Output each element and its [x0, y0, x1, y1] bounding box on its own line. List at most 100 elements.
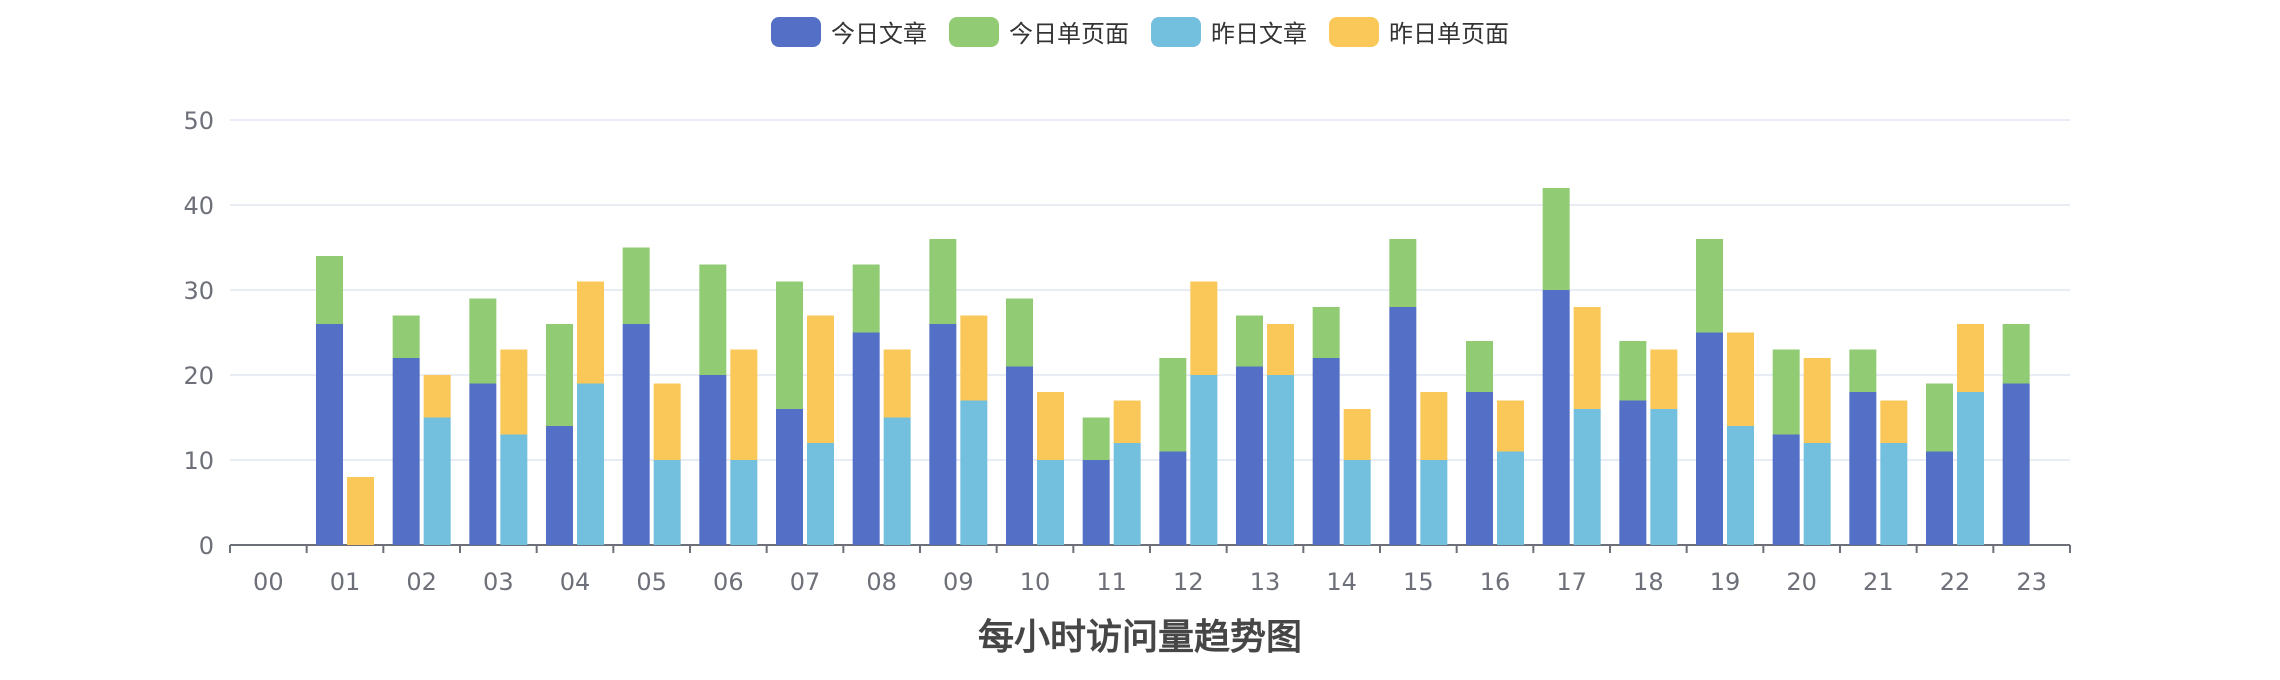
- bar-segment: [392, 358, 420, 545]
- bar-segment: [2002, 383, 2030, 545]
- legend-swatch: [949, 16, 999, 47]
- y-tick-label: 50: [183, 107, 214, 135]
- x-tick-label: 22: [1940, 568, 1971, 596]
- bar-segment: [883, 417, 911, 545]
- x-tick-label: 06: [713, 568, 744, 596]
- bar-segment: [1420, 392, 1448, 460]
- bar-segment: [929, 239, 957, 324]
- bar-segment: [1926, 383, 1953, 452]
- bar-segment: [500, 434, 528, 545]
- bar-segment: [1312, 307, 1340, 358]
- x-tick-label: 05: [636, 568, 667, 596]
- bar-segment: [1006, 298, 1033, 367]
- bar-segment: [852, 264, 880, 333]
- y-tick-label: 10: [183, 447, 214, 475]
- bar-segment: [1849, 349, 1877, 392]
- bar-segment: [546, 426, 573, 545]
- legend-swatch: [1151, 16, 1201, 47]
- bar-segment: [1727, 332, 1754, 426]
- legend-item-today-pages[interactable]: 今日单页面: [949, 14, 1129, 49]
- bar-segment: [1727, 426, 1754, 545]
- bar-segment: [1542, 188, 1570, 290]
- x-tick-label: 15: [1403, 568, 1434, 596]
- bar-segment: [730, 349, 758, 460]
- bar-segment: [577, 383, 604, 545]
- bar-segment: [622, 324, 650, 545]
- bar-segment: [2002, 324, 2030, 384]
- bar-segment: [699, 264, 727, 375]
- bar-segment: [1772, 434, 1800, 545]
- x-tick-label: 11: [1096, 568, 1127, 596]
- x-tick-label: 19: [1710, 568, 1741, 596]
- bar-segment: [1803, 443, 1831, 545]
- bar-segment: [1880, 443, 1908, 545]
- y-tick-label: 30: [183, 277, 214, 305]
- bar-segment: [1113, 443, 1141, 545]
- legend-label: 昨日单页面: [1389, 20, 1509, 48]
- x-tick-label: 03: [483, 568, 514, 596]
- bar-segment: [883, 349, 911, 418]
- bar-segment: [776, 409, 803, 545]
- bar-segment: [1267, 324, 1294, 375]
- bar-segment: [1389, 307, 1417, 545]
- x-tick-label: 02: [406, 568, 437, 596]
- bar-segment: [699, 375, 727, 545]
- legend-label: 昨日文章: [1211, 20, 1307, 48]
- bar-segment: [1849, 392, 1877, 545]
- bar-segment: [1236, 366, 1263, 545]
- legend-item-yesterday-pages[interactable]: 昨日单页面: [1329, 14, 1509, 49]
- bar-segment: [1619, 341, 1647, 401]
- bar-segment: [1803, 358, 1831, 443]
- bar-segment: [1466, 392, 1493, 545]
- legend-label: 今日单页面: [1009, 20, 1129, 48]
- x-tick-label: 07: [790, 568, 821, 596]
- bar-segment: [1312, 358, 1340, 545]
- bar-segment: [653, 460, 681, 545]
- bar-segment: [1389, 239, 1417, 307]
- bar-segment: [1113, 400, 1141, 443]
- bar-segment: [1957, 324, 1984, 392]
- bar-segment: [960, 315, 988, 401]
- bar-segment: [1159, 358, 1187, 452]
- x-tick-label: 13: [1250, 568, 1281, 596]
- x-tick-label: 23: [2016, 568, 2047, 596]
- bar-segment: [1037, 392, 1064, 460]
- bar-segment: [1190, 375, 1218, 545]
- x-tick-label: 04: [560, 568, 591, 596]
- x-tick-label: 17: [1556, 568, 1587, 596]
- legend-swatch: [771, 16, 821, 47]
- x-tick-label: 00: [253, 568, 284, 596]
- bar-segment: [1037, 460, 1064, 545]
- bar-segment: [1343, 460, 1371, 545]
- bar-segment: [469, 383, 497, 545]
- x-tick-label: 16: [1480, 568, 1511, 596]
- bar-segment: [1880, 400, 1908, 443]
- bar-segment: [852, 332, 880, 545]
- bar-segment: [316, 256, 343, 324]
- x-tick-label: 09: [943, 568, 974, 596]
- bar-segment: [1006, 366, 1033, 545]
- y-tick-label: 0: [199, 532, 214, 560]
- bar-segment: [1466, 341, 1493, 392]
- bar-segment: [1497, 400, 1524, 452]
- bar-segment: [1082, 460, 1110, 545]
- bar-segment: [577, 281, 604, 384]
- bar-segment: [347, 477, 374, 545]
- bar-segment: [546, 324, 573, 426]
- x-tick-label: 20: [1786, 568, 1817, 596]
- x-tick-label: 10: [1020, 568, 1051, 596]
- bar-segment: [1619, 400, 1647, 545]
- bar-segment: [929, 324, 957, 545]
- bar-segment: [622, 247, 650, 324]
- bar-segment: [1573, 307, 1601, 409]
- bar-segment: [1696, 239, 1723, 333]
- bar-segment: [1420, 460, 1448, 545]
- bar-segment: [1343, 409, 1371, 460]
- legend-item-today-articles[interactable]: 今日文章: [771, 14, 927, 49]
- y-tick-label: 20: [183, 362, 214, 390]
- bar-segment: [1159, 451, 1187, 545]
- legend-label: 今日文章: [831, 20, 927, 48]
- chart-title: 每小时访问量趋势图: [977, 617, 1302, 658]
- legend-item-yesterday-articles[interactable]: 昨日文章: [1151, 14, 1307, 49]
